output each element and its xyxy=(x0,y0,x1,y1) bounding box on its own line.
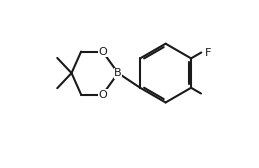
Text: O: O xyxy=(98,90,107,100)
Text: F: F xyxy=(204,48,211,57)
Text: B: B xyxy=(114,68,122,78)
Text: O: O xyxy=(98,47,107,57)
